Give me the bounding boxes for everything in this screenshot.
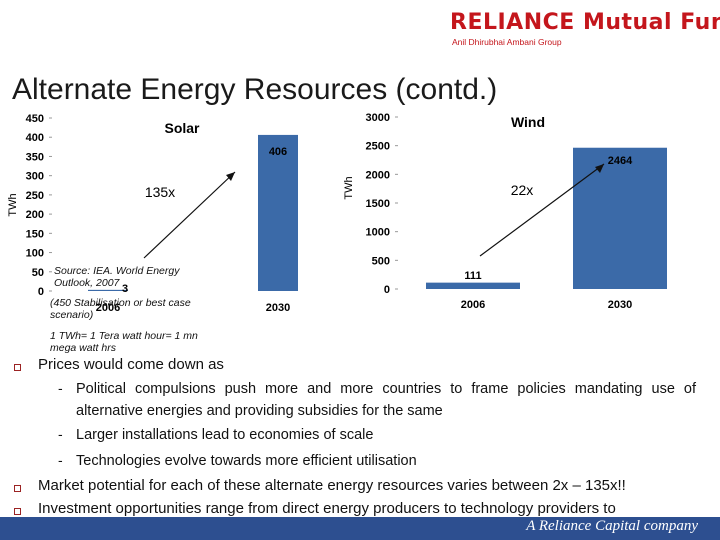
footer-bar: A Reliance Capital company (0, 517, 720, 540)
wind-bar-2006 (426, 282, 520, 289)
wind-bars: 111 2006 2464 2030 (426, 147, 667, 311)
solar-y-tick-label: 300 (26, 171, 44, 183)
wind-data-label: 2464 (608, 155, 633, 167)
solar-chart-title: Solar (164, 120, 200, 136)
source-note: Source: IEA. World Energy Outlook, 2007 (54, 265, 180, 289)
wind-chart: Wind TWh 0 500 1000 1500 2000 2500 3000 111 200… (343, 112, 667, 311)
bullet-square-icon (14, 485, 21, 492)
solar-bar-2030 (258, 134, 298, 291)
solar-y-tick-label: 200 (26, 209, 44, 221)
solar-bar-2006 (88, 289, 128, 291)
wind-y-axis-label: TWh (343, 176, 355, 199)
bullet-square-icon (14, 508, 21, 515)
wind-chart-title: Wind (511, 114, 545, 130)
solar-arrow-head (226, 172, 235, 181)
wind-category-label: 2006 (461, 299, 485, 311)
wind-y-tick-label: 1000 (366, 227, 390, 239)
slide-title: Alternate Energy Resources (contd.) (12, 73, 498, 106)
wind-y-tick-label: 2500 (366, 141, 390, 153)
solar-category-label: 2006 (96, 302, 120, 314)
wind-growth-arrow (479, 163, 605, 257)
wind-y-tick-label: 0 (384, 284, 390, 296)
solar-growth-arrow (143, 171, 236, 259)
wind-category-label: 2030 (608, 299, 632, 311)
bullet-investment: Investment opportunities range from dire… (38, 500, 616, 517)
solar-y-tick-label: 250 (26, 190, 44, 202)
units-note: 1 TWh= 1 Tera watt hour= 1 mn mega watt … (50, 330, 198, 354)
reliance-logo: RELIANCE Mutual Fund Anil Dhirubhai Amba… (450, 10, 720, 50)
solar-growth-label: 135x (145, 184, 175, 200)
solar-y-tick-label: 350 (26, 151, 44, 163)
bullet-square-icon (14, 364, 21, 371)
solar-data-label: 406 (269, 146, 287, 158)
solar-y-axis-label: TWh (7, 193, 19, 216)
scenario-note: (450 Stabilisation or best case scenario… (50, 297, 191, 321)
bullet-market-potential: Market potential for each of these alter… (38, 477, 626, 494)
footer-text: A Reliance Capital company (526, 518, 698, 534)
solar-y-tick-label: 400 (26, 132, 44, 144)
solar-y-tick-label: 450 (26, 113, 44, 125)
dash-icon: - (58, 426, 63, 442)
wind-bar-2030 (573, 147, 667, 289)
dash-icon: - (58, 452, 63, 468)
solar-y-ticks: 0 50 100 150 200 250 300 350 400 450 (26, 113, 52, 298)
wind-y-tick-label: 3000 (366, 112, 390, 124)
solar-y-tick-label: 0 (38, 286, 44, 298)
solar-y-tick-label: 150 (26, 228, 44, 240)
wind-y-tick-label: 500 (372, 255, 390, 267)
sub-bullet-policies: Political compulsions push more and more… (76, 381, 696, 419)
wind-y-tick-label: 1500 (366, 198, 390, 210)
wind-growth-label: 22x (511, 182, 534, 198)
logo-brand: RELIANCE Mutual Fund (450, 10, 720, 35)
dash-icon: - (58, 380, 63, 396)
solar-data-label: 3 (122, 283, 128, 295)
wind-data-label: 111 (464, 270, 481, 282)
solar-y-tick-label: 50 (32, 267, 44, 279)
wind-arrow-head (595, 164, 604, 173)
bullet-prices: Prices would come down as (38, 356, 224, 373)
solar-y-tick-label: 100 (26, 248, 44, 260)
logo-tagline: Anil Dhirubhai Ambani Group (452, 37, 562, 47)
sub-bullet-scale: Larger installations lead to economies o… (76, 427, 374, 443)
solar-category-label: 2030 (266, 302, 290, 314)
sub-bullet-technology: Technologies evolve towards more efficie… (76, 453, 417, 469)
wind-y-ticks: 0 500 1000 1500 2000 2500 3000 (366, 112, 398, 296)
wind-y-tick-label: 2000 (366, 169, 390, 181)
